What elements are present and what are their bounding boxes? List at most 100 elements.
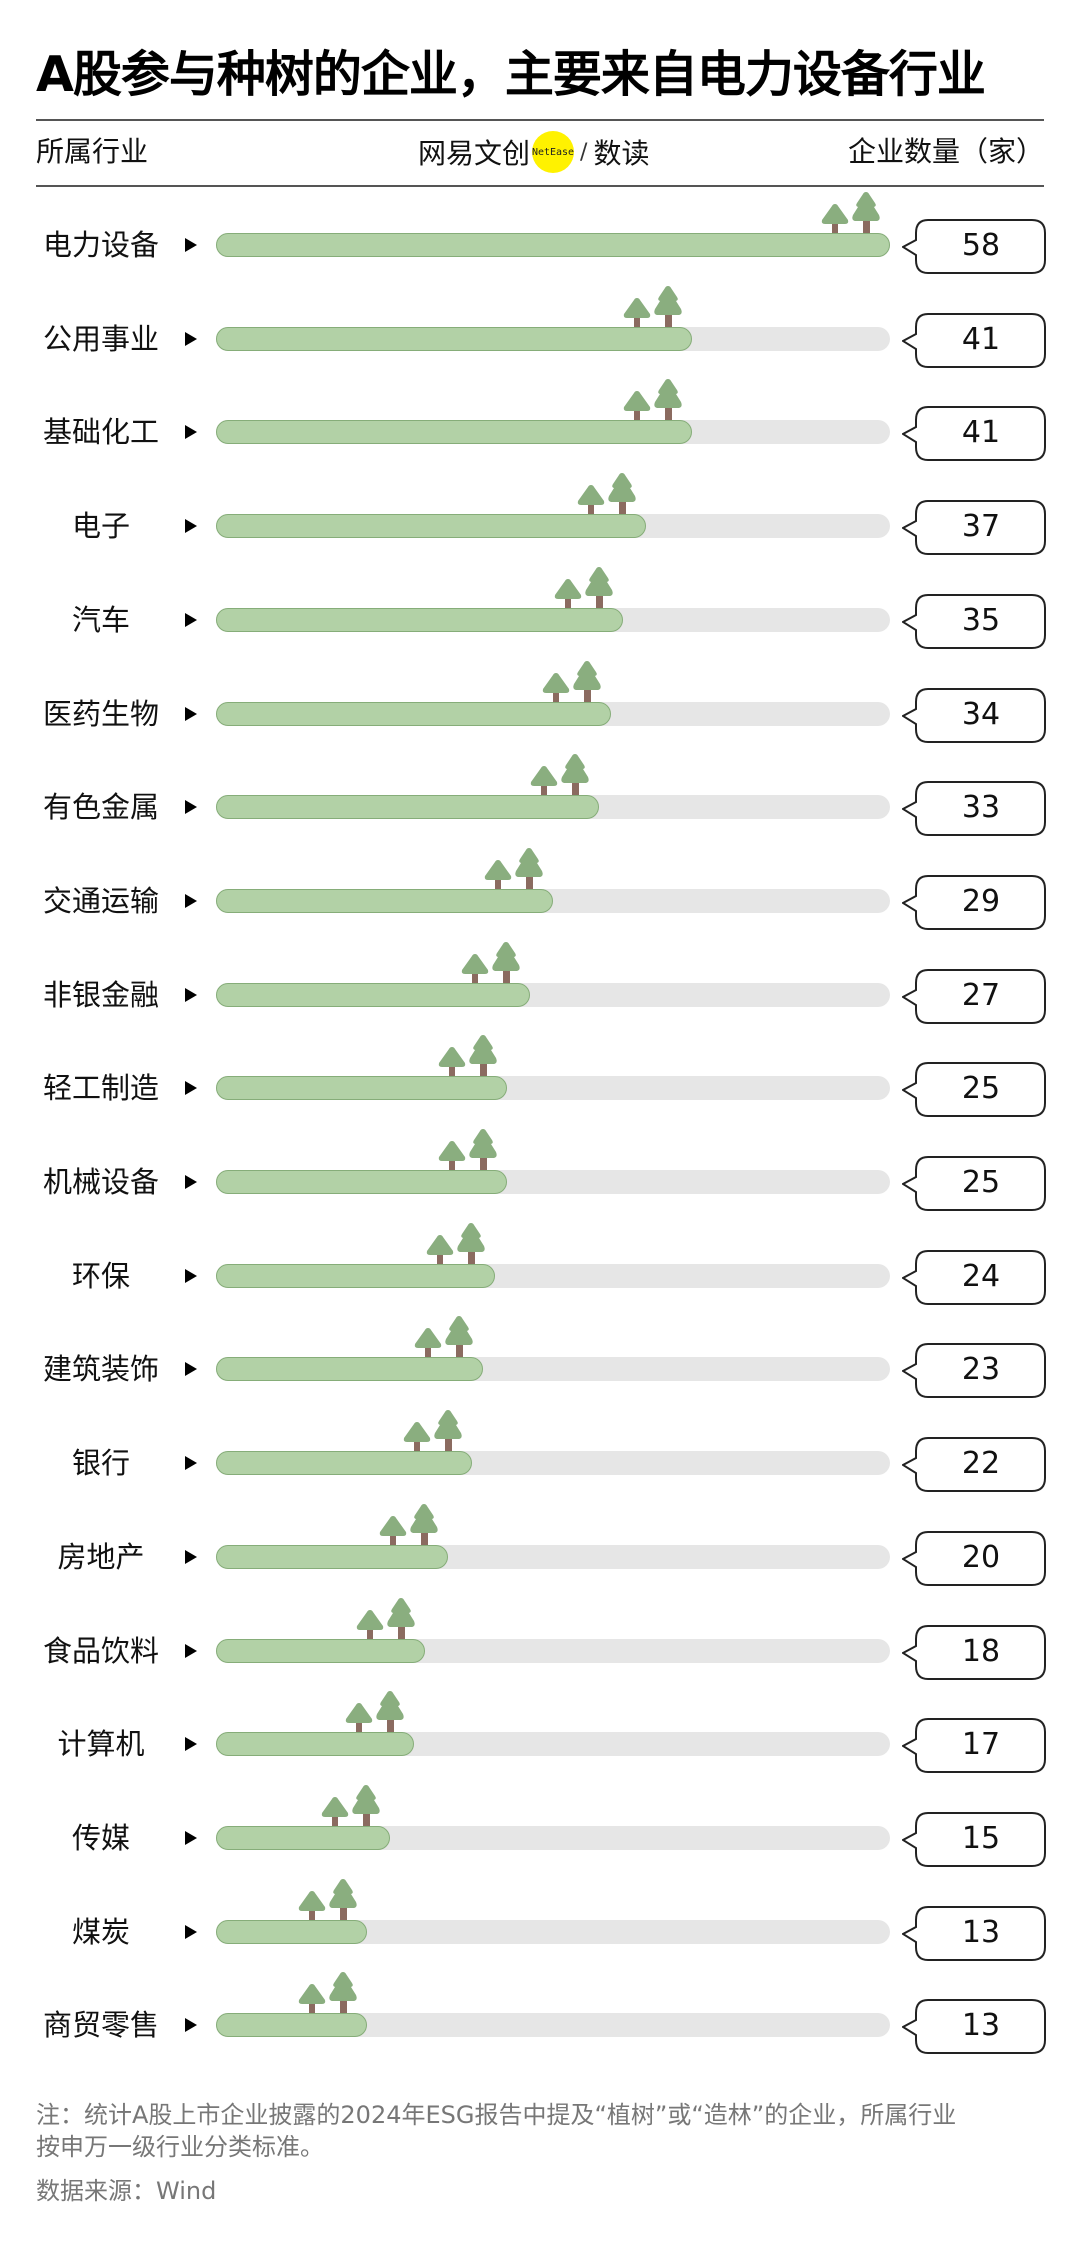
value-callout: 22	[902, 1437, 1046, 1493]
chart-title: A股参与种树的企业，主要来自电力设备行业	[36, 46, 986, 103]
company-count: 29	[961, 883, 1001, 919]
speech-bubble-icon	[902, 1999, 1046, 2055]
tree-icon-group	[622, 378, 692, 421]
table-row: 计算机 17	[0, 1691, 1080, 1774]
speech-bubble-icon	[902, 1062, 1046, 1118]
triangle-right-icon	[185, 425, 197, 440]
footnote-line-1: 注：统计A股上市企业披露的2024年ESG报告中提及“植树”或“造林”的企业，所…	[36, 2101, 957, 2129]
company-count: 58	[961, 228, 1001, 263]
small-tree-icon	[554, 578, 582, 608]
speech-bubble-icon	[902, 1905, 1046, 1961]
value-callout: 24	[902, 1249, 1046, 1305]
logo-text: 网易文创	[418, 137, 531, 170]
small-tree-icon	[321, 1796, 349, 1826]
industry-label: 轻工制造	[42, 1071, 159, 1106]
industry-label: 建筑装饰	[42, 1352, 159, 1387]
small-tree-icon	[298, 1890, 326, 1920]
triangle-right-icon	[185, 893, 197, 908]
company-count: 18	[961, 1633, 1001, 1669]
tree-icon-group	[402, 1409, 472, 1452]
triangle-right-icon	[185, 800, 197, 815]
column-header-industry: 所属行业	[36, 135, 149, 168]
industry-label: 公用事业	[42, 321, 159, 356]
value-callout: 25	[902, 1156, 1046, 1211]
large-tree-icon	[387, 1597, 415, 1639]
large-tree-icon	[654, 285, 682, 327]
company-count: 24	[961, 1258, 1001, 1294]
speech-bubble-icon	[902, 781, 1046, 837]
tree-icon-group	[355, 1597, 425, 1639]
bar-fill	[216, 1451, 472, 1476]
bar-fill	[216, 420, 692, 445]
bar-fill	[216, 1825, 390, 1850]
company-count: 33	[961, 790, 1001, 826]
triangle-right-icon	[185, 1737, 197, 1752]
triangle-right-icon	[185, 1924, 197, 1939]
company-count: 23	[961, 1352, 1001, 1388]
small-tree-icon	[414, 1328, 442, 1358]
bar-fill	[216, 1544, 448, 1569]
large-tree-icon	[573, 660, 601, 702]
speech-bubble-icon	[902, 1437, 1046, 1493]
value-callout: 33	[902, 781, 1046, 837]
industry-label: 非银金融	[42, 977, 159, 1012]
company-count: 41	[961, 415, 1001, 451]
footnote-line-2: 按申万一级行业分类标准。	[36, 2133, 324, 2161]
small-tree-icon	[623, 297, 651, 327]
triangle-right-icon	[185, 987, 197, 1002]
company-count: 17	[961, 1727, 1001, 1763]
small-tree-icon	[577, 485, 605, 515]
value-callout: 35	[902, 593, 1046, 649]
large-tree-icon	[352, 1784, 380, 1826]
industry-label: 电力设备	[42, 228, 159, 262]
tree-icon-group	[297, 1971, 367, 2014]
triangle-right-icon	[185, 519, 197, 534]
table-row: 轻工制造 25	[0, 1035, 1080, 1118]
value-callout: 20	[902, 1530, 1046, 1586]
logo-slash: /	[580, 139, 588, 165]
value-callout: 13	[902, 1905, 1046, 1961]
bar-fill	[216, 1732, 414, 1757]
small-tree-icon	[623, 391, 651, 421]
table-row: 房地产 20	[0, 1503, 1080, 1587]
company-count: 27	[961, 977, 1001, 1013]
industry-label: 传媒	[71, 1820, 130, 1855]
industry-label: 有色金属	[42, 790, 159, 825]
company-count: 22	[961, 1446, 1001, 1482]
tree-icon-group	[413, 1315, 483, 1358]
large-tree-icon	[329, 1972, 357, 2014]
industry-label: 煤炭	[71, 1914, 130, 1949]
large-tree-icon	[515, 847, 543, 889]
header-top-rule	[36, 119, 1044, 121]
industry-label: 机械设备	[42, 1165, 159, 1199]
tree-icon-group	[425, 1222, 495, 1264]
small-tree-icon	[438, 1141, 466, 1170]
triangle-right-icon	[185, 1643, 197, 1658]
small-tree-icon	[484, 859, 512, 889]
speech-bubble-icon	[902, 593, 1046, 649]
value-callout: 34	[902, 687, 1046, 743]
triangle-right-icon	[185, 2018, 197, 2033]
tree-icon-group	[622, 285, 692, 327]
industry-label: 基础化工	[42, 415, 159, 450]
tree-icon-group	[529, 753, 599, 796]
company-count: 13	[961, 2008, 1001, 2044]
small-tree-icon	[379, 1515, 407, 1545]
small-tree-icon	[426, 1234, 454, 1264]
company-count: 25	[961, 1071, 1001, 1107]
table-row: 商贸零售 13	[0, 1972, 1080, 2055]
value-callout: 27	[902, 968, 1046, 1024]
large-tree-icon	[852, 192, 880, 233]
small-tree-icon	[438, 1047, 466, 1077]
tree-icon-group	[437, 1034, 507, 1077]
triangle-right-icon	[185, 331, 197, 346]
speech-bubble-icon	[902, 1249, 1046, 1305]
large-tree-icon	[457, 1222, 485, 1264]
speech-bubble-icon	[902, 500, 1046, 556]
triangle-right-icon	[185, 612, 197, 627]
bar-fill	[216, 1076, 507, 1101]
speech-bubble-icon	[902, 1530, 1046, 1586]
industry-label: 环保	[71, 1258, 130, 1293]
triangle-right-icon	[185, 1362, 197, 1377]
large-tree-icon	[434, 1410, 462, 1452]
